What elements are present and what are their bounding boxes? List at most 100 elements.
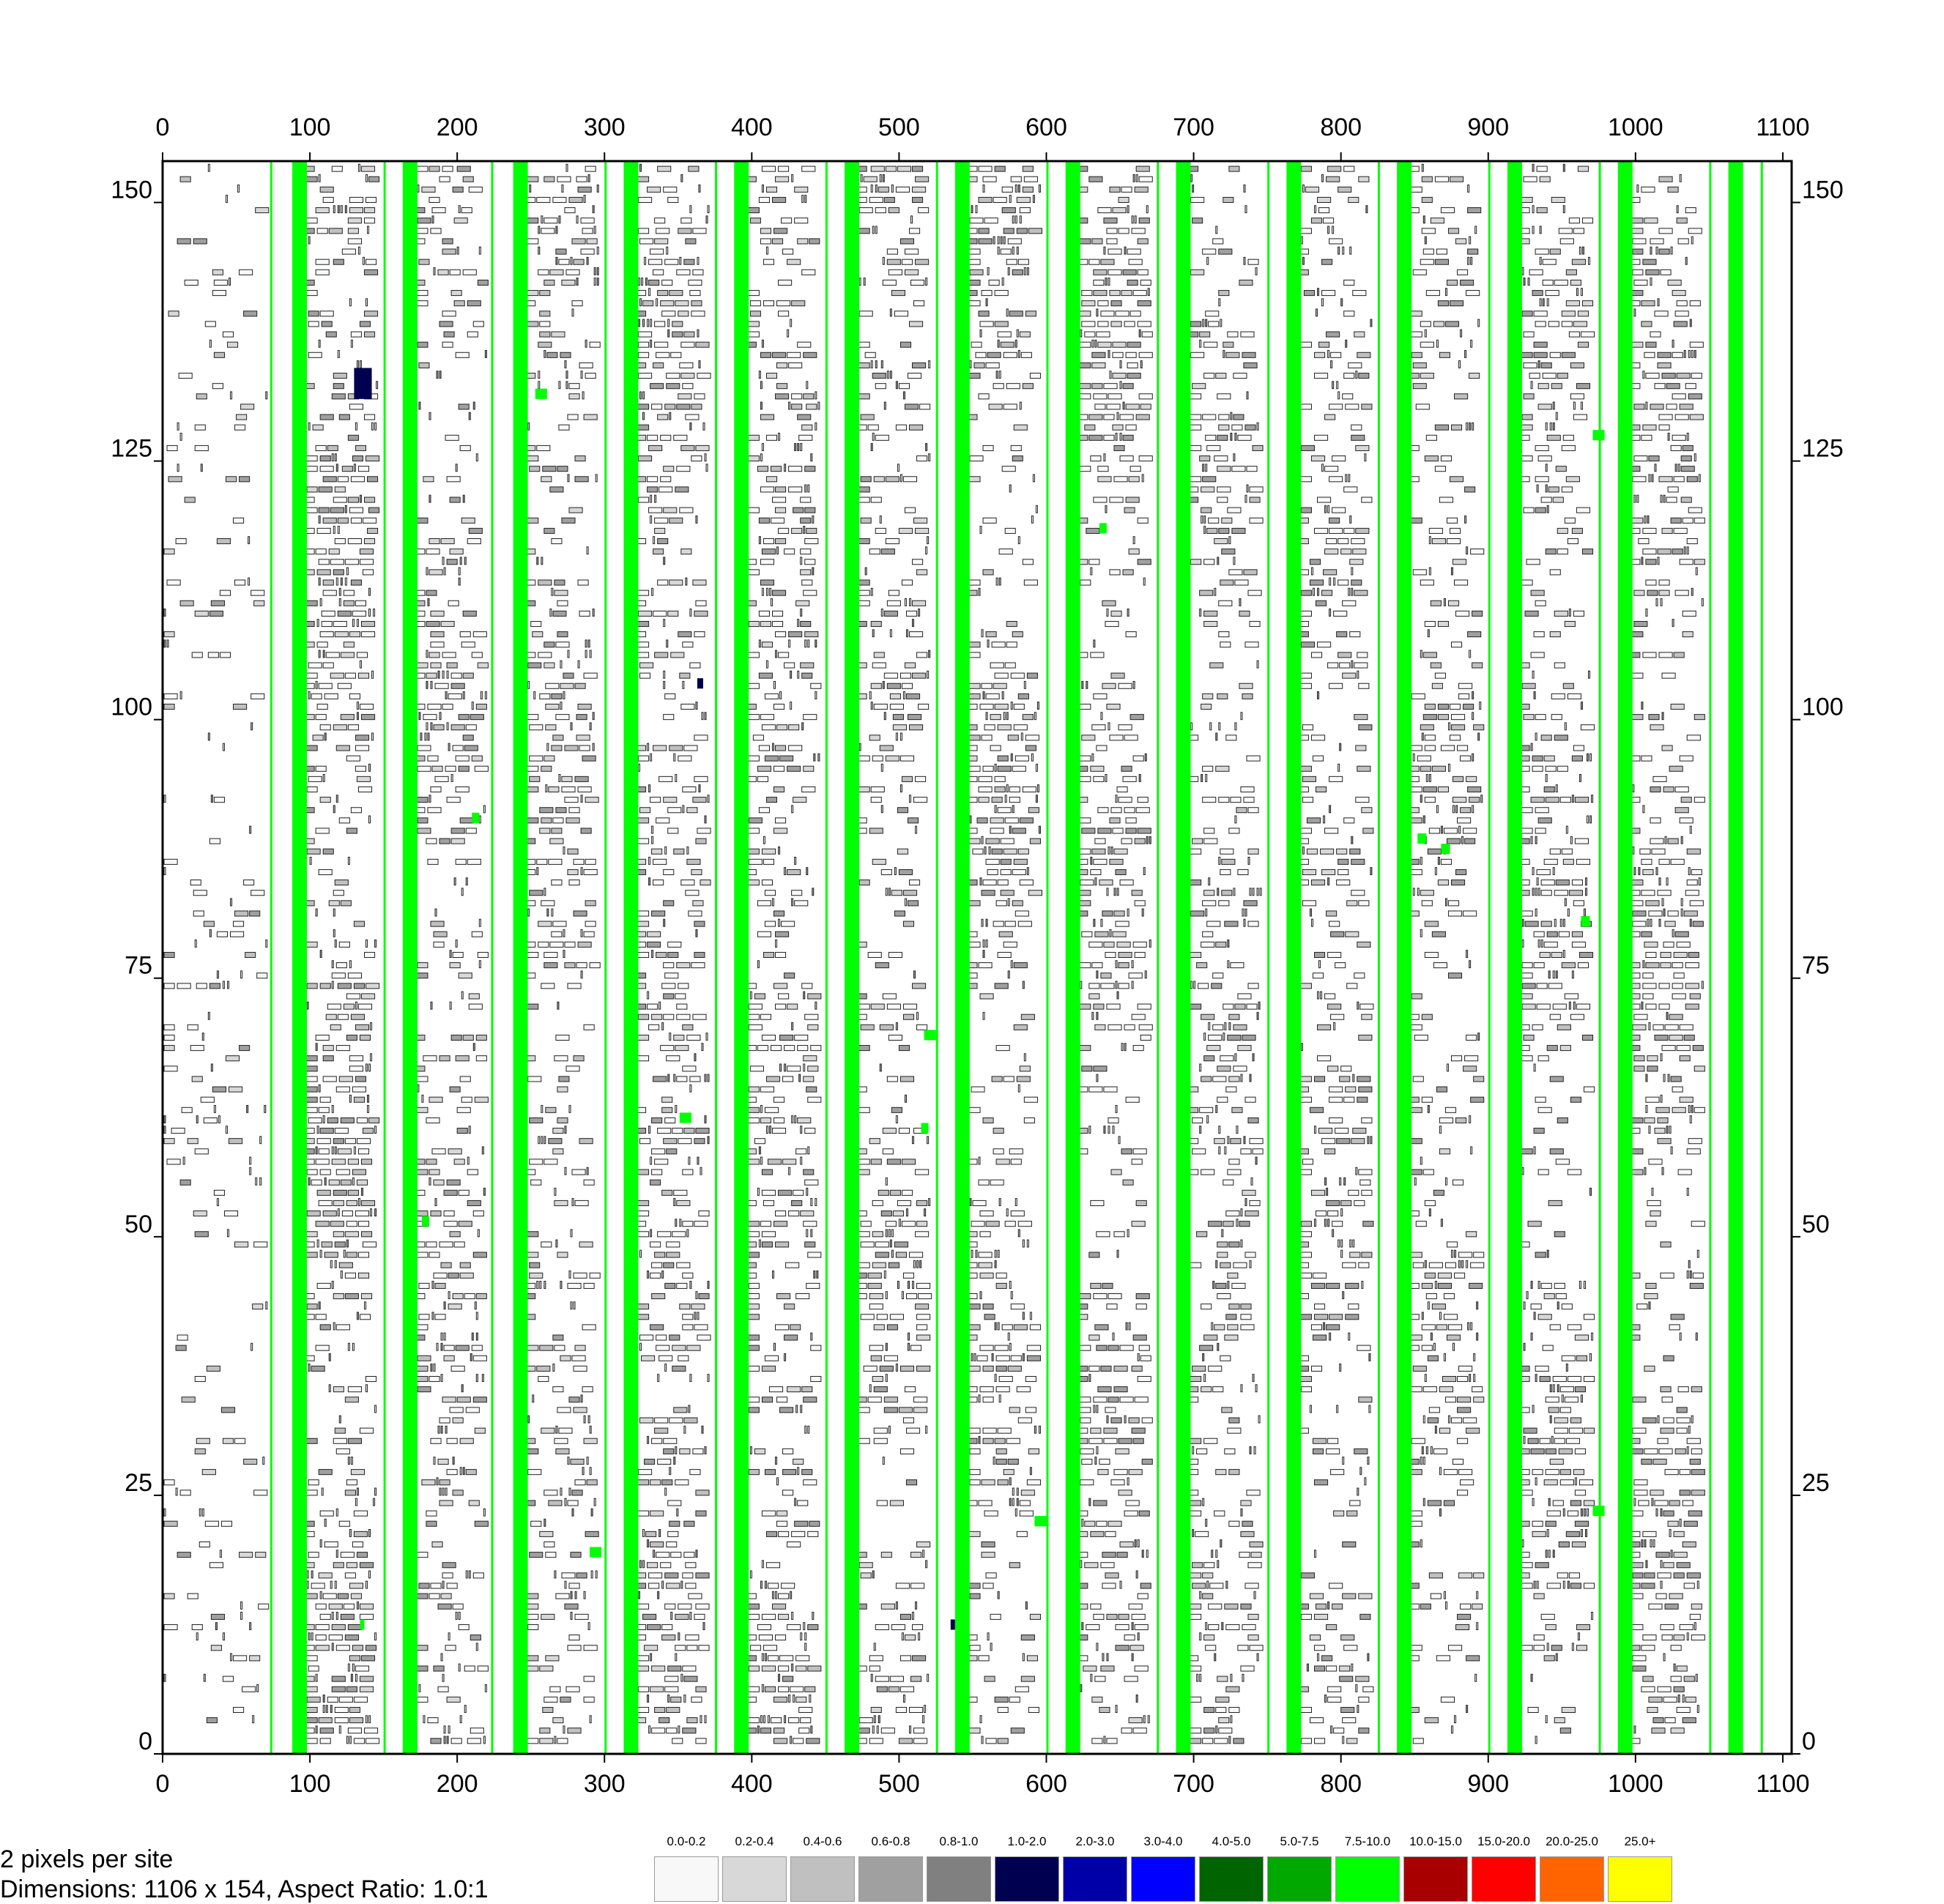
site-cell bbox=[464, 745, 478, 751]
site-cell bbox=[210, 795, 213, 803]
site-cell bbox=[875, 527, 886, 534]
site-cell bbox=[704, 1715, 707, 1724]
site-cell bbox=[676, 404, 691, 410]
site-cell bbox=[1108, 1024, 1122, 1030]
site-cell bbox=[673, 1034, 685, 1041]
site-cell bbox=[1247, 1635, 1259, 1641]
site-cell bbox=[778, 1189, 793, 1196]
site-cell bbox=[568, 393, 580, 400]
site-cell bbox=[187, 1593, 199, 1599]
site-cell bbox=[1088, 1086, 1103, 1093]
site-cell bbox=[1239, 598, 1242, 606]
site-cell bbox=[1019, 1066, 1031, 1072]
site-cell bbox=[1199, 1673, 1202, 1682]
site-cell bbox=[1259, 888, 1262, 896]
site-cell bbox=[433, 941, 445, 948]
site-cell bbox=[589, 1715, 592, 1724]
site-cell bbox=[895, 1706, 907, 1714]
site-cell bbox=[904, 404, 919, 410]
site-cell bbox=[1247, 983, 1259, 989]
site-cell bbox=[437, 1458, 449, 1465]
site-cell bbox=[925, 278, 928, 286]
site-cell bbox=[1026, 1345, 1041, 1351]
site-cell bbox=[315, 1146, 318, 1155]
site-cell bbox=[1221, 1622, 1224, 1631]
site-cell bbox=[592, 712, 595, 721]
site-cell bbox=[536, 196, 551, 203]
site-cell bbox=[1124, 1510, 1138, 1517]
site-cell bbox=[867, 1272, 882, 1279]
site-cell bbox=[555, 248, 567, 255]
site-cell bbox=[1125, 828, 1137, 834]
site-cell bbox=[1102, 600, 1116, 606]
site-cell bbox=[1109, 290, 1121, 297]
site-cell bbox=[915, 176, 930, 182]
site-cell bbox=[355, 765, 367, 772]
site-cell bbox=[1252, 888, 1255, 896]
site-cell bbox=[1127, 1229, 1129, 1238]
site-cell bbox=[539, 1728, 551, 1734]
site-cell bbox=[1348, 474, 1351, 483]
site-cell bbox=[873, 652, 885, 658]
site-cell bbox=[468, 186, 483, 193]
site-cell bbox=[1469, 1282, 1483, 1289]
site-cell bbox=[1343, 1177, 1346, 1186]
site-cell bbox=[1004, 921, 1016, 927]
site-cell bbox=[576, 962, 587, 969]
site-cell bbox=[554, 1570, 557, 1579]
site-cell bbox=[442, 1562, 456, 1569]
site-cell bbox=[181, 1107, 193, 1113]
site-cell bbox=[1131, 1613, 1146, 1620]
site-cell bbox=[1093, 918, 1096, 927]
site-cell bbox=[210, 600, 225, 606]
site-cell bbox=[334, 1146, 337, 1155]
site-cell bbox=[467, 1169, 478, 1175]
site-cell bbox=[207, 732, 210, 741]
site-cell bbox=[979, 1345, 994, 1351]
site-cell bbox=[1253, 1591, 1256, 1599]
site-cell bbox=[316, 1189, 331, 1196]
site-cell bbox=[787, 1541, 801, 1548]
site-cell bbox=[1351, 567, 1354, 576]
site-cell bbox=[676, 1262, 691, 1268]
site-cell bbox=[465, 1469, 477, 1476]
site-cell bbox=[666, 1252, 680, 1258]
site-cell bbox=[1354, 714, 1368, 721]
site-cell bbox=[695, 445, 710, 451]
site-cell bbox=[985, 1221, 1000, 1227]
site-cell bbox=[554, 579, 565, 586]
site-cell bbox=[1014, 215, 1017, 224]
site-cell bbox=[760, 238, 771, 245]
site-cell bbox=[913, 1728, 925, 1734]
site-cell bbox=[993, 921, 1004, 927]
site-cell bbox=[644, 1458, 656, 1465]
site-cell bbox=[1247, 1562, 1262, 1569]
site-cell bbox=[470, 1635, 481, 1641]
site-cell bbox=[1342, 1291, 1345, 1300]
site-cell bbox=[218, 1115, 220, 1123]
site-cell bbox=[475, 1034, 487, 1041]
site-cell bbox=[876, 1686, 888, 1692]
site-cell bbox=[639, 1249, 642, 1258]
site-cell bbox=[574, 1613, 589, 1620]
site-cell bbox=[571, 300, 583, 307]
site-cell bbox=[355, 735, 370, 741]
site-cell bbox=[1467, 786, 1482, 793]
site-cell bbox=[565, 163, 568, 172]
site-cell bbox=[1203, 526, 1206, 534]
site-cell bbox=[760, 559, 775, 565]
site-cell bbox=[209, 1562, 223, 1569]
site-cell bbox=[1012, 246, 1014, 255]
site-cell bbox=[359, 1314, 371, 1320]
site-cell bbox=[1467, 1322, 1470, 1331]
site-cell bbox=[1100, 918, 1103, 927]
site-cell bbox=[1113, 1365, 1128, 1372]
site-cell bbox=[194, 445, 209, 451]
site-cell bbox=[664, 1603, 676, 1610]
site-cell bbox=[1009, 1281, 1012, 1289]
site-cell bbox=[1370, 867, 1373, 876]
site-cell bbox=[803, 590, 817, 596]
site-cell bbox=[757, 1624, 771, 1631]
site-cell bbox=[1227, 331, 1239, 338]
site-cell bbox=[368, 507, 380, 513]
